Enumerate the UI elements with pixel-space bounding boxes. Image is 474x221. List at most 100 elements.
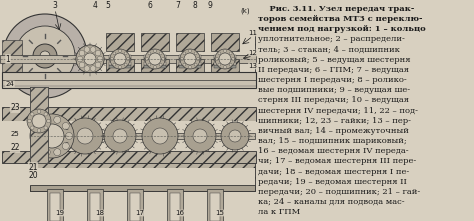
Text: 5: 5 (106, 2, 110, 11)
Bar (30, 163, 255, 191)
Bar (0, 0, 256, 221)
Circle shape (124, 52, 127, 55)
Bar (214, 58, 236, 61)
Bar (50, 193, 60, 221)
Circle shape (40, 51, 50, 61)
Text: тель; 3 – стакан; 4 – подшипник: тель; 3 – стакан; 4 – подшипник (258, 46, 400, 54)
Circle shape (27, 109, 51, 133)
Circle shape (110, 49, 130, 69)
Text: 24: 24 (6, 81, 14, 87)
Bar (2, 61, 255, 73)
Circle shape (181, 58, 183, 60)
Bar (207, 189, 223, 221)
Bar (90, 193, 100, 221)
Circle shape (224, 50, 227, 52)
Circle shape (77, 128, 93, 144)
Bar (2, 72, 256, 88)
Circle shape (32, 114, 46, 128)
Circle shape (84, 53, 96, 65)
Bar (109, 58, 131, 61)
Circle shape (79, 62, 85, 68)
Text: 13: 13 (248, 63, 257, 69)
Circle shape (218, 63, 221, 66)
Circle shape (84, 66, 90, 71)
Circle shape (148, 63, 151, 66)
Circle shape (110, 58, 113, 60)
Circle shape (218, 52, 221, 55)
Circle shape (43, 149, 50, 156)
Circle shape (229, 63, 232, 66)
Circle shape (90, 66, 96, 71)
Circle shape (44, 112, 47, 116)
Text: дачи; 18 – ведомая шестерня I пе-: дачи; 18 – ведомая шестерня I пе- (258, 168, 410, 176)
Circle shape (221, 122, 249, 150)
Text: чи; 17 – ведомая шестерня III пере-: чи; 17 – ведомая шестерня III пере- (258, 158, 417, 166)
Circle shape (31, 133, 38, 139)
Circle shape (62, 122, 69, 130)
Circle shape (142, 118, 178, 154)
Circle shape (77, 56, 83, 62)
Circle shape (184, 120, 216, 152)
Bar (87, 189, 103, 221)
Text: вал; 15 – подшипник шариковый;: вал; 15 – подшипник шариковый; (258, 137, 407, 145)
Text: уплотнительное; 2 – распредели-: уплотнительное; 2 – распредели- (258, 36, 405, 44)
Circle shape (95, 62, 101, 68)
Text: шестерня IV передачи; 11, 22 – под-: шестерня IV передачи; 11, 22 – под- (258, 107, 419, 115)
Bar (0, 55, 256, 63)
Text: 16 – ведомая шестерня IV переда-: 16 – ведомая шестерня IV переда- (258, 147, 409, 155)
Bar (30, 87, 48, 163)
Circle shape (194, 52, 197, 55)
Text: ка; 24 – каналы для подвода мас-: ка; 24 – каналы для подвода мас- (258, 198, 405, 206)
Circle shape (124, 63, 127, 66)
Circle shape (189, 66, 191, 69)
Circle shape (159, 52, 162, 55)
Text: 9: 9 (208, 2, 212, 11)
Circle shape (54, 116, 61, 123)
Bar (130, 193, 140, 221)
Bar (167, 189, 183, 221)
Bar (30, 168, 255, 186)
Circle shape (67, 118, 103, 154)
Circle shape (30, 112, 34, 116)
Circle shape (65, 133, 73, 139)
Bar (179, 58, 201, 61)
Bar (211, 59, 239, 73)
Bar (141, 59, 169, 73)
Circle shape (184, 53, 196, 65)
Circle shape (35, 143, 42, 149)
Bar (144, 58, 166, 61)
Text: 3: 3 (53, 2, 57, 11)
Bar (144, 62, 166, 65)
Text: шестерня I передачи; 8 – ролико-: шестерня I передачи; 8 – ролико- (258, 76, 407, 84)
Bar (2, 40, 22, 72)
Text: II передачи; 6 – ГПМ; 7 – ведущая: II передачи; 6 – ГПМ; 7 – ведущая (258, 66, 410, 74)
Circle shape (216, 58, 219, 60)
Circle shape (215, 49, 235, 69)
Bar (170, 193, 180, 221)
Bar (2, 107, 256, 121)
Text: 19: 19 (55, 210, 64, 216)
Text: 4: 4 (92, 2, 98, 11)
Text: 11: 11 (248, 30, 257, 36)
Circle shape (118, 66, 121, 69)
Bar (47, 189, 63, 221)
Bar (211, 33, 239, 51)
Bar (30, 185, 255, 191)
Text: 7: 7 (175, 2, 181, 11)
Bar (179, 65, 201, 68)
Circle shape (148, 52, 151, 55)
Circle shape (113, 63, 116, 66)
Text: ла к ГПМ: ла к ГПМ (258, 208, 301, 216)
Text: (k): (k) (240, 8, 250, 14)
Circle shape (95, 50, 101, 56)
Circle shape (229, 52, 232, 55)
Circle shape (28, 119, 31, 123)
Text: 17: 17 (136, 210, 145, 216)
Bar (127, 189, 143, 221)
Circle shape (37, 110, 41, 113)
Circle shape (104, 120, 136, 152)
Circle shape (229, 130, 241, 142)
Bar (2, 33, 255, 73)
Text: 16: 16 (175, 210, 184, 216)
Bar (109, 62, 131, 65)
